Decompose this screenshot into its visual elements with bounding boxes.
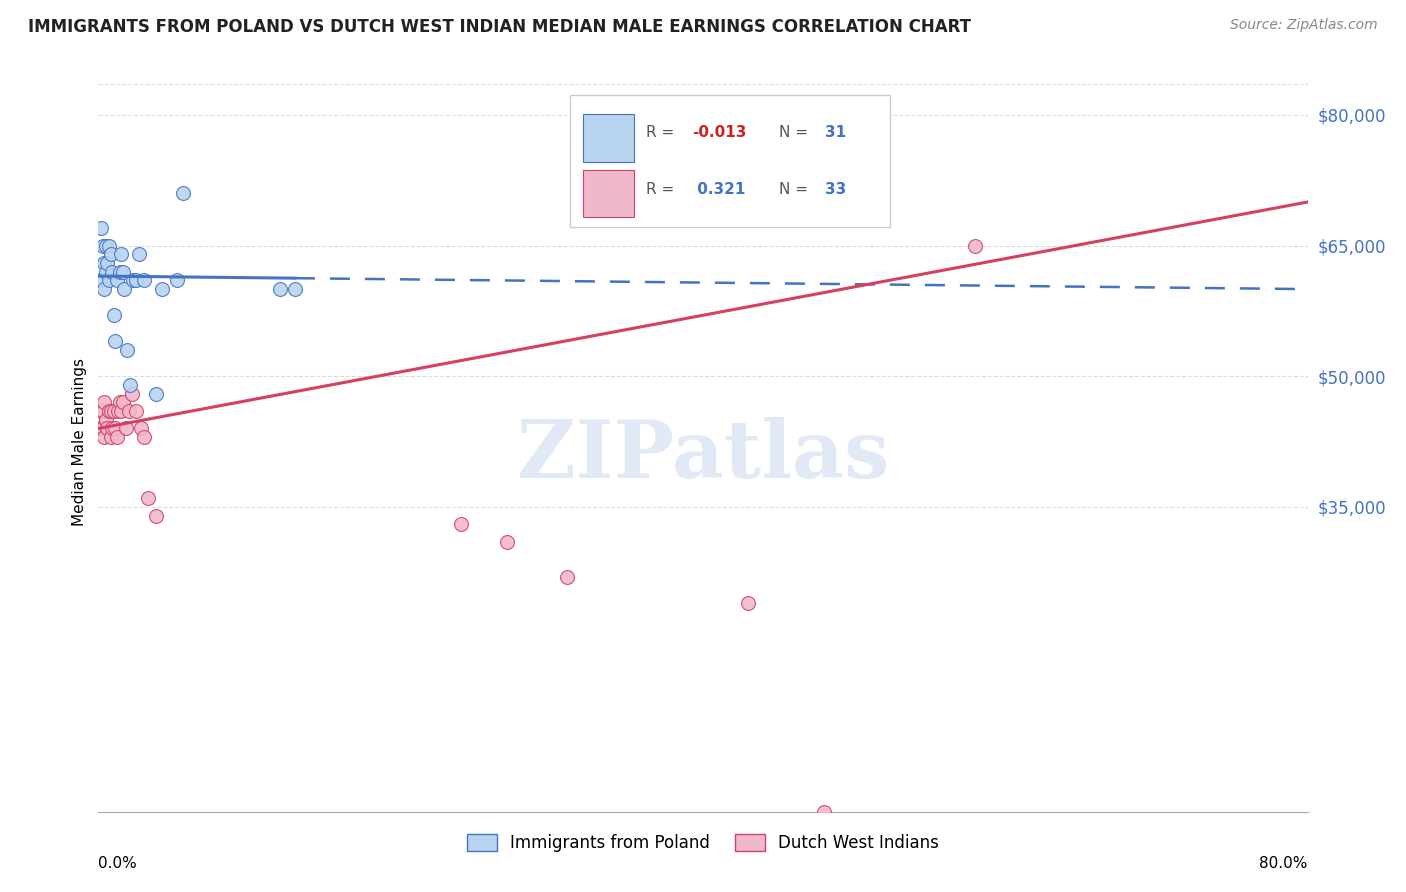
FancyBboxPatch shape — [583, 114, 634, 161]
Point — [495, 534, 517, 549]
Text: R =: R = — [647, 125, 679, 140]
Text: N =: N = — [779, 182, 813, 197]
Point — [91, 421, 114, 435]
Point — [90, 404, 112, 418]
Text: ZIPatlas: ZIPatlas — [517, 417, 889, 495]
Point — [94, 413, 117, 427]
Point — [150, 282, 173, 296]
Point — [114, 421, 136, 435]
Point — [105, 430, 128, 444]
Point — [121, 386, 143, 401]
Point — [93, 430, 115, 444]
Point — [104, 334, 127, 349]
Point — [108, 395, 131, 409]
Text: R =: R = — [647, 182, 679, 197]
Point — [166, 273, 188, 287]
Text: IMMIGRANTS FROM POLAND VS DUTCH WEST INDIAN MEDIAN MALE EARNINGS CORRELATION CHA: IMMIGRANTS FROM POLAND VS DUTCH WEST IND… — [28, 18, 972, 36]
Point — [89, 421, 111, 435]
Point — [89, 273, 111, 287]
Point — [111, 265, 134, 279]
Point — [96, 256, 118, 270]
FancyBboxPatch shape — [569, 95, 890, 227]
Y-axis label: Median Male Earnings: Median Male Earnings — [72, 358, 87, 525]
Point — [94, 265, 117, 279]
Point — [118, 404, 141, 418]
Point — [91, 238, 114, 252]
Point — [145, 508, 167, 523]
Point — [132, 273, 155, 287]
Point — [100, 430, 122, 444]
Point — [100, 247, 122, 261]
Text: Source: ZipAtlas.com: Source: ZipAtlas.com — [1230, 18, 1378, 32]
FancyBboxPatch shape — [583, 169, 634, 218]
Point — [107, 404, 129, 418]
Text: 80.0%: 80.0% — [1260, 856, 1308, 871]
Point — [101, 421, 124, 435]
Point — [450, 517, 472, 532]
Point — [98, 404, 121, 418]
Point — [101, 265, 124, 279]
Point — [108, 265, 131, 279]
Point — [737, 596, 759, 610]
Point — [145, 386, 167, 401]
Point — [125, 404, 148, 418]
Legend: Immigrants from Poland, Dutch West Indians: Immigrants from Poland, Dutch West India… — [460, 828, 946, 859]
Point — [105, 273, 128, 287]
Point — [104, 421, 127, 435]
Point — [103, 404, 125, 418]
Point — [110, 247, 132, 261]
Point — [93, 256, 115, 270]
Point — [93, 395, 115, 409]
Point — [98, 238, 121, 252]
Point — [94, 238, 117, 252]
Point — [122, 273, 145, 287]
Point — [269, 282, 291, 296]
Text: 33: 33 — [825, 182, 846, 197]
Point — [120, 378, 142, 392]
Point — [813, 805, 835, 819]
Point — [129, 421, 152, 435]
Point — [112, 282, 135, 296]
Point — [91, 404, 114, 418]
Point — [90, 221, 112, 235]
Text: 31: 31 — [825, 125, 846, 140]
Point — [172, 186, 194, 201]
Text: N =: N = — [779, 125, 813, 140]
Point — [98, 273, 121, 287]
Text: 0.0%: 0.0% — [98, 856, 138, 871]
Point — [93, 282, 115, 296]
Point — [965, 238, 987, 252]
Point — [284, 282, 307, 296]
Point — [103, 308, 125, 322]
Point — [125, 273, 148, 287]
Point — [111, 395, 134, 409]
Text: -0.013: -0.013 — [692, 125, 747, 140]
Point — [136, 491, 159, 505]
Point — [128, 247, 150, 261]
Point — [96, 421, 118, 435]
Point — [555, 569, 578, 583]
Point — [115, 343, 138, 357]
Point — [100, 404, 122, 418]
Point — [132, 430, 155, 444]
Point — [110, 404, 132, 418]
Text: 0.321: 0.321 — [692, 182, 745, 197]
